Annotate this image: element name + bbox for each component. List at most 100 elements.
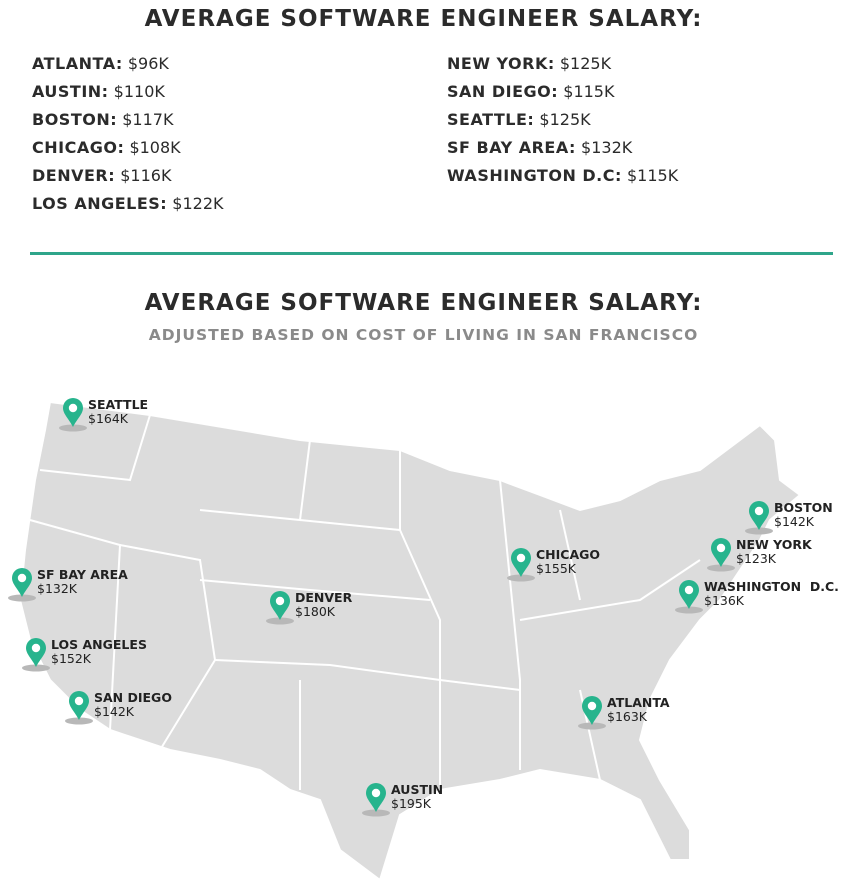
salary-row: LOS ANGELES: $122K: [32, 194, 224, 213]
pin-shadow: [8, 594, 36, 602]
pin-icon: [679, 580, 699, 609]
pin: CHICAGO$155K: [507, 547, 600, 582]
city-name: CHICAGO:: [32, 138, 125, 157]
pin-icon: [63, 398, 83, 427]
pin-city: NEW YORK: [736, 537, 813, 552]
salary-row: SF BAY AREA: $132K: [447, 138, 632, 157]
pin-city: SF BAY AREA: [37, 567, 128, 582]
pin: SEATTLE$164K: [59, 397, 148, 432]
salary-row: DENVER: $116K: [32, 166, 171, 185]
pin-city: DENVER: [295, 590, 353, 605]
pin-dot: [587, 701, 597, 711]
title: AVERAGE SOFTWARE ENGINEER SALARY:: [144, 6, 703, 32]
pin-city: ATLANTA: [607, 695, 670, 710]
divider: [30, 252, 833, 255]
pin-shadow: [745, 527, 773, 535]
pin-shadow: [578, 722, 606, 730]
us-outline: [18, 400, 802, 882]
pin-dot: [754, 506, 764, 516]
salary-row: SEATTLE: $125K: [447, 110, 591, 129]
pin-dot: [74, 696, 84, 706]
pin-icon: [711, 538, 731, 567]
pin-shadow: [266, 617, 294, 625]
salary-value: $110K: [113, 82, 165, 101]
pin-shadow: [675, 606, 703, 614]
city-name: AUSTIN:: [32, 82, 109, 101]
salary-value: $115K: [563, 82, 615, 101]
pin-city: CHICAGO: [536, 547, 600, 562]
city-name: NEW YORK:: [447, 54, 555, 73]
city-name: ATLANTA:: [32, 54, 123, 73]
salary-row: WASHINGTON D.C: $115K: [447, 166, 678, 185]
state-borders: [29, 414, 701, 790]
pin-dot: [31, 643, 41, 653]
pin-icon: [366, 783, 386, 812]
salary-row: AUSTIN: $110K: [32, 82, 165, 101]
pin-icon: [25, 637, 46, 667]
pin-salary: $142K: [774, 514, 815, 529]
salary-value: $125K: [559, 54, 612, 73]
pin-city: WASHINGTON D.C.: [704, 579, 839, 594]
salary-value: $122K: [172, 194, 224, 213]
pin: LOS ANGELES$152K: [22, 637, 147, 672]
salary-value: $125K: [539, 110, 591, 129]
city-name: SF BAY AREA:: [447, 138, 576, 157]
pin: AUSTIN$195K: [362, 782, 443, 817]
salary-value: $117K: [122, 110, 174, 129]
pin-icon: [749, 501, 769, 530]
pin: WASHINGTON D.C.$136K: [675, 579, 839, 614]
city-name: WASHINGTON D.C:: [447, 166, 622, 185]
salary-value: $96K: [127, 54, 169, 73]
salary-row: CHICAGO: $108K: [32, 138, 181, 157]
salary-value: $132K: [581, 138, 633, 157]
pin-city: LOS ANGELES: [51, 637, 147, 652]
pin-shadow: [362, 809, 390, 817]
pin-icon: [511, 548, 531, 577]
pin-dot: [371, 788, 381, 798]
pin-city: BOSTON: [774, 500, 833, 515]
pin: SF BAY AREA$132K: [8, 567, 128, 602]
pin-salary: $132K: [37, 581, 78, 596]
city-name: BOSTON:: [32, 110, 118, 129]
salary-value: $108K: [129, 138, 181, 157]
pin: SAN DIEGO$142K: [65, 690, 172, 725]
pin-icon: [582, 696, 602, 725]
pin: NEW YORK$123K: [707, 537, 813, 572]
salary-value: $116K: [120, 166, 172, 185]
map-title: AVERAGE SOFTWARE ENGINEER SALARY:: [144, 290, 703, 316]
pin-salary: $155K: [536, 561, 577, 576]
city-name: LOS ANGELES:: [32, 194, 168, 213]
pin-salary: $164K: [88, 411, 129, 426]
city-name: SEATTLE:: [447, 110, 535, 129]
pin-salary: $123K: [736, 551, 777, 566]
salary-row: SAN DIEGO: $115K: [447, 82, 614, 101]
pin: BOSTON$142K: [745, 500, 833, 535]
pin-dot: [275, 596, 285, 606]
pin-icon: [69, 691, 89, 720]
pin-dot: [68, 403, 78, 413]
salary-row: BOSTON: $117K: [32, 110, 173, 129]
pin-icon: [270, 591, 290, 620]
salary-row: NEW YORK: $125K: [447, 54, 611, 73]
pin-city: AUSTIN: [391, 782, 443, 797]
pin: DENVER$180K: [266, 590, 353, 625]
pin-salary: $180K: [295, 604, 336, 619]
pin-shadow: [65, 717, 93, 725]
city-name: SAN DIEGO:: [447, 82, 559, 101]
pin-shadow: [507, 574, 535, 582]
pin-city: SEATTLE: [88, 397, 148, 412]
pin-salary: $136K: [704, 593, 745, 608]
pin-dot: [17, 573, 27, 583]
pin-dot: [716, 543, 726, 553]
map-subtitle: ADJUSTED BASED ON COST OF LIVING IN SAN …: [148, 326, 699, 344]
us-map: [18, 400, 802, 882]
pin-salary: $152K: [51, 651, 92, 666]
pin-salary: $195K: [391, 796, 432, 811]
city-name: DENVER:: [32, 166, 116, 185]
pin-city: SAN DIEGO: [94, 690, 172, 705]
salary-row: ATLANTA: $96K: [32, 54, 169, 73]
pin-dot: [684, 585, 694, 595]
pin-dot: [516, 553, 526, 563]
